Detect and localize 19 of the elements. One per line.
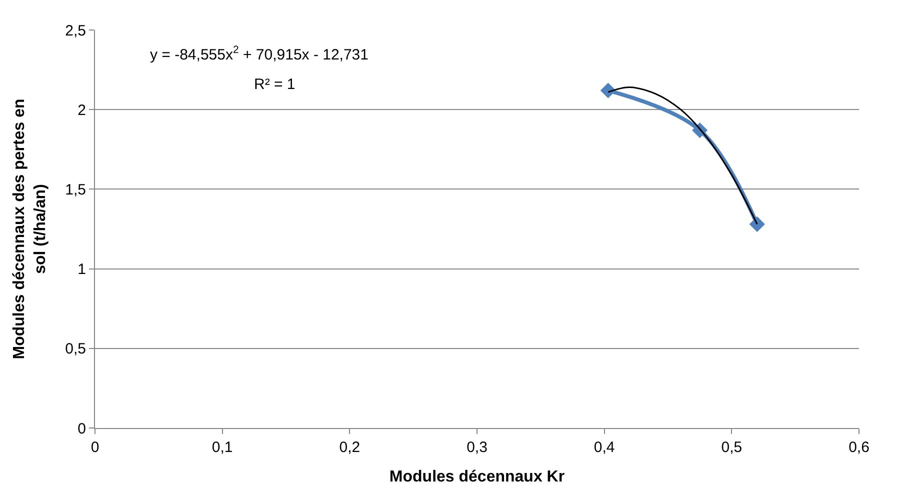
y-tick-label: 2 xyxy=(78,102,86,119)
y-tick-label: 0 xyxy=(78,420,86,438)
y-tick-label: 0,5 xyxy=(65,340,86,358)
point xyxy=(749,216,765,232)
y-tick-label: 1 xyxy=(78,261,86,278)
x-tick-label: 0,4 xyxy=(594,439,615,456)
x-axis-title: Modules décennaux Kr xyxy=(389,468,565,486)
annotation: R² = 1 xyxy=(254,76,296,93)
y-tick-label: 2,5 xyxy=(65,22,86,40)
x-tick-label: 0,5 xyxy=(721,439,742,456)
point xyxy=(600,82,616,98)
x-tick-label: 0,2 xyxy=(339,439,360,456)
annotation: y = -84,555x$^{2}$ + 70,915x - 12,731 xyxy=(150,44,368,64)
x-tick-label: 0 xyxy=(90,439,100,456)
x-tick-label: 0,1 xyxy=(212,439,233,456)
y-axis-title: Modules décennaux des pertes en sol (t/ha/an) xyxy=(11,98,50,360)
x-tick-label: 0,3 xyxy=(466,439,488,456)
x-tick-label: 0,6 xyxy=(848,439,870,456)
y-tick-label: 1,5 xyxy=(65,181,86,198)
